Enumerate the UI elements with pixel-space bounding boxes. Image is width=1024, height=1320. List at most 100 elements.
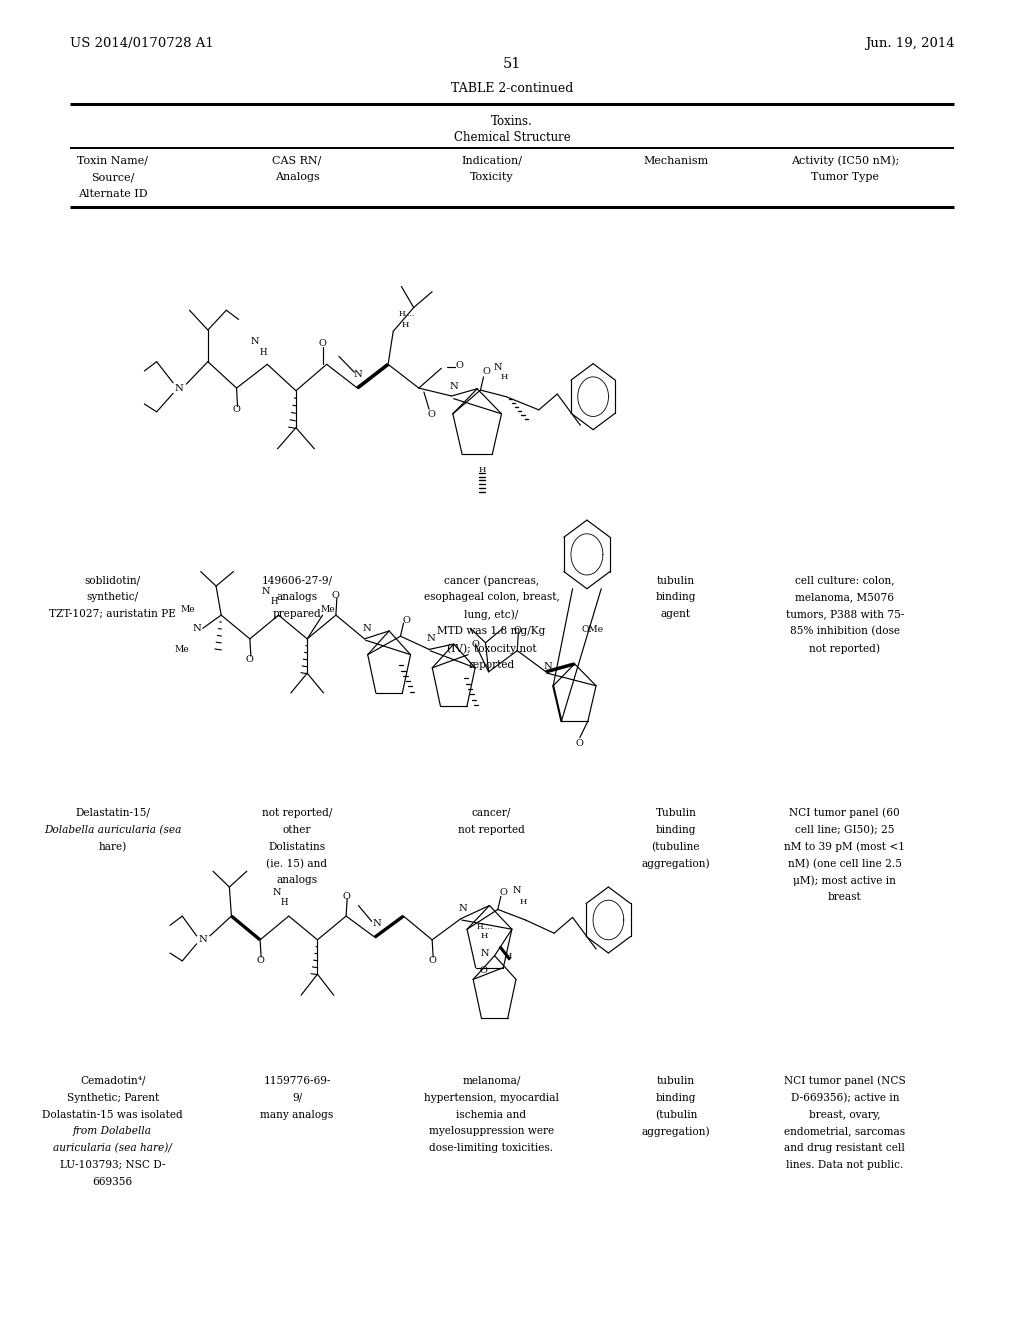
Text: not reported/: not reported/ <box>262 808 332 818</box>
Text: US 2014/0170728 A1: US 2014/0170728 A1 <box>70 37 213 50</box>
Text: Source/: Source/ <box>91 172 134 182</box>
Text: H....: H.... <box>398 310 415 318</box>
Text: nM) (one cell line 2.5: nM) (one cell line 2.5 <box>787 858 902 869</box>
Text: N: N <box>427 635 435 643</box>
Text: N: N <box>362 624 371 632</box>
Text: and drug resistant cell: and drug resistant cell <box>784 1143 905 1154</box>
Text: N: N <box>513 887 521 895</box>
Text: H: H <box>520 898 527 906</box>
Text: LU-103793; NSC D-: LU-103793; NSC D- <box>59 1160 166 1171</box>
Text: hare): hare) <box>98 842 127 851</box>
Text: not reported: not reported <box>458 825 525 834</box>
Text: O: O <box>500 888 508 896</box>
Text: aggregation): aggregation) <box>641 1126 711 1137</box>
Text: D-669356); active in: D-669356); active in <box>791 1093 899 1104</box>
Text: TABLE 2-continued: TABLE 2-continued <box>451 82 573 95</box>
Text: cell culture: colon,: cell culture: colon, <box>795 576 895 586</box>
Text: endometrial, sarcomas: endometrial, sarcomas <box>784 1126 905 1137</box>
Text: 51: 51 <box>503 57 521 71</box>
Text: Analogs: Analogs <box>274 172 319 182</box>
Text: ischemia and: ischemia and <box>457 1110 526 1119</box>
Text: Activity (IC50 nM);: Activity (IC50 nM); <box>791 156 899 166</box>
Text: Cemadotin⁴/: Cemadotin⁴/ <box>80 1076 145 1086</box>
Text: OMe: OMe <box>581 626 603 634</box>
Text: (ie. 15) and: (ie. 15) and <box>266 858 328 869</box>
Text: analogs: analogs <box>276 593 317 602</box>
Text: N: N <box>272 888 281 896</box>
Text: Indication/: Indication/ <box>461 156 522 166</box>
Text: N: N <box>262 587 270 595</box>
Text: O: O <box>480 966 487 974</box>
Text: μM); most active in: μM); most active in <box>794 875 896 886</box>
Text: 669356: 669356 <box>92 1177 133 1187</box>
Text: 9/: 9/ <box>292 1093 302 1102</box>
Text: analogs: analogs <box>276 875 317 886</box>
Text: O: O <box>246 656 254 664</box>
Text: O: O <box>471 640 479 648</box>
Text: Tubulin: Tubulin <box>655 808 696 818</box>
Text: N: N <box>450 383 458 391</box>
Text: H: H <box>259 348 267 356</box>
Text: lines. Data not public.: lines. Data not public. <box>786 1160 903 1171</box>
Text: Alternate ID: Alternate ID <box>78 189 147 199</box>
Text: binding: binding <box>655 1093 696 1102</box>
Text: prepared: prepared <box>272 610 322 619</box>
Text: auricularia (sea hare)/: auricularia (sea hare)/ <box>53 1143 172 1154</box>
Text: O: O <box>456 362 464 370</box>
Text: NCI tumor panel (60: NCI tumor panel (60 <box>790 808 900 818</box>
Text: H: H <box>501 372 508 381</box>
Text: aggregation): aggregation) <box>641 858 711 869</box>
Text: O: O <box>482 367 490 376</box>
Text: N: N <box>353 371 361 379</box>
Text: dose-limiting toxicities.: dose-limiting toxicities. <box>429 1143 554 1154</box>
Text: N: N <box>494 363 502 372</box>
Text: cancer (pancreas,: cancer (pancreas, <box>444 576 539 586</box>
Text: esophageal colon, breast,: esophageal colon, breast, <box>424 593 559 602</box>
Text: binding: binding <box>655 593 696 602</box>
Text: H: H <box>480 932 488 940</box>
Text: cancer/: cancer/ <box>472 808 511 818</box>
Text: NCI tumor panel (NCS: NCI tumor panel (NCS <box>784 1076 905 1086</box>
Text: tubulin: tubulin <box>656 576 695 586</box>
Text: Toxins.: Toxins. <box>492 115 532 128</box>
Text: H: H <box>504 952 512 960</box>
Text: O: O <box>256 957 264 965</box>
Text: O: O <box>332 591 340 599</box>
Text: Chemical Structure: Chemical Structure <box>454 131 570 144</box>
Text: H: H <box>478 466 486 474</box>
Text: MTD was 1.8 mg/Kg: MTD was 1.8 mg/Kg <box>437 626 546 636</box>
Text: reported: reported <box>468 660 515 671</box>
Text: Dolastatin-15 was isolated: Dolastatin-15 was isolated <box>42 1110 183 1119</box>
Text: (IV); toxocity not: (IV); toxocity not <box>446 643 537 653</box>
Text: Jun. 19, 2014: Jun. 19, 2014 <box>864 37 954 50</box>
Text: many analogs: many analogs <box>260 1110 334 1119</box>
Text: breast: breast <box>828 892 861 903</box>
Text: N: N <box>373 920 381 928</box>
Text: Me: Me <box>175 645 189 653</box>
Text: O: O <box>342 892 350 900</box>
Text: not reported): not reported) <box>809 643 881 653</box>
Text: Tumor Type: Tumor Type <box>811 172 879 182</box>
Text: Synthetic; Parent: Synthetic; Parent <box>67 1093 159 1102</box>
Text: binding: binding <box>655 825 696 834</box>
Text: O: O <box>575 739 584 747</box>
Text: 149606-27-9/: 149606-27-9/ <box>261 576 333 586</box>
Text: N: N <box>544 663 552 671</box>
Text: soblidotin/: soblidotin/ <box>85 576 140 586</box>
Text: nM to 39 pM (most <1: nM to 39 pM (most <1 <box>784 842 905 853</box>
Text: 85% inhibition (dose: 85% inhibition (dose <box>790 626 900 636</box>
Text: O: O <box>402 616 411 624</box>
Text: (tubuline: (tubuline <box>651 842 700 851</box>
Text: lung, etc)/: lung, etc)/ <box>465 610 518 620</box>
Text: H: H <box>281 899 289 907</box>
Text: O: O <box>232 405 241 413</box>
Text: tubulin: tubulin <box>656 1076 695 1086</box>
Text: Dolistatins: Dolistatins <box>268 842 326 851</box>
Text: H: H <box>270 598 279 606</box>
Text: hypertension, myocardial: hypertension, myocardial <box>424 1093 559 1102</box>
Text: N: N <box>193 624 201 632</box>
Text: synthetic/: synthetic/ <box>87 593 138 602</box>
Text: O: O <box>427 411 435 418</box>
Text: breast, ovary,: breast, ovary, <box>809 1110 881 1119</box>
Text: Me: Me <box>180 606 195 614</box>
